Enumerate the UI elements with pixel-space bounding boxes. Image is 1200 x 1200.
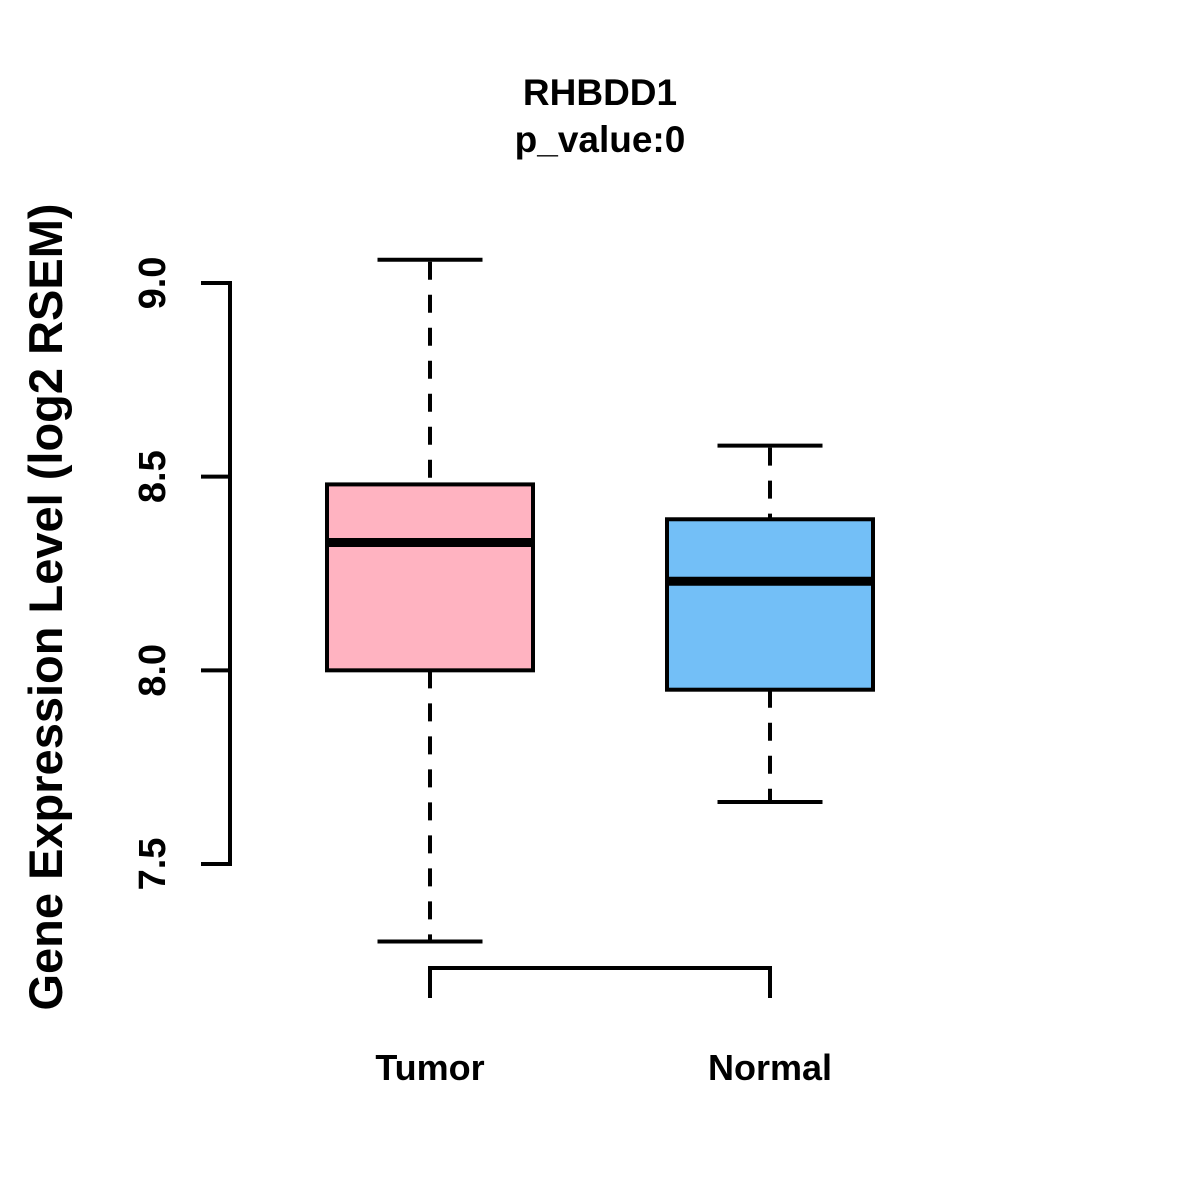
iqr-box (325, 482, 535, 673)
chart-subtitle: p_value:0 (515, 119, 686, 160)
iqr-box (665, 517, 875, 692)
y-tick-label: 8.0 (132, 644, 174, 697)
y-tick-label: 8.5 (132, 450, 174, 503)
box-plots (325, 257, 875, 944)
x-category-label: Tumor (375, 1047, 484, 1088)
y-tick-label: 9.0 (132, 257, 174, 310)
chart-title: RHBDD1 (523, 72, 677, 113)
y-tick-label: 7.5 (132, 838, 174, 891)
x-category-label: Normal (708, 1047, 832, 1088)
box-group-tumor (325, 257, 535, 944)
box-group-normal (665, 443, 875, 805)
y-axis: 7.5 8.0 8.5 9.0 (132, 257, 232, 891)
x-axis-bracket (428, 966, 772, 998)
x-axis: Tumor Normal (375, 966, 832, 1088)
y-axis-title: Gene Expression Level (log2 RSEM) (19, 203, 72, 1010)
